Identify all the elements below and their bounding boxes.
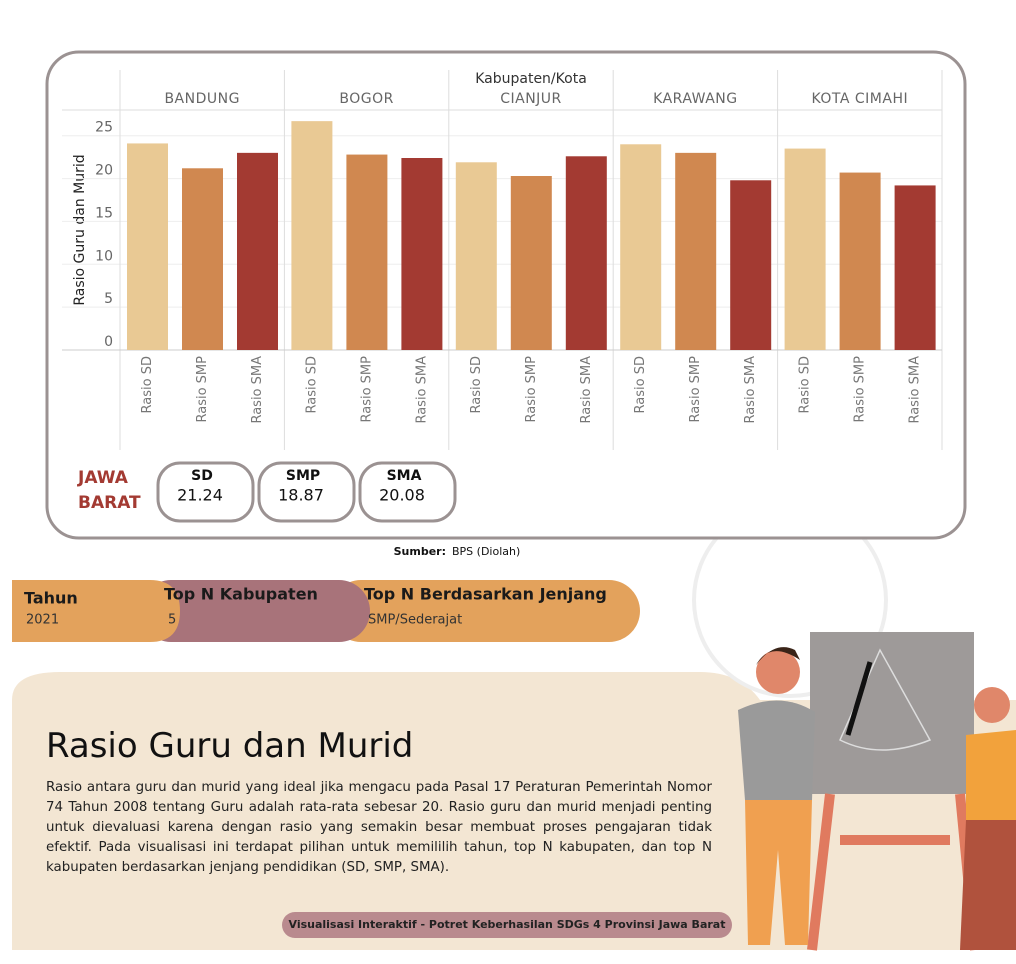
footer-button[interactable] (282, 912, 732, 938)
bar (237, 152, 278, 350)
summary-value: 21.24 (177, 486, 223, 505)
bar (565, 156, 607, 350)
summary-card (257, 461, 356, 523)
filter-value: 5 (168, 613, 176, 628)
bar (839, 172, 881, 350)
group-label: KARAWANG (653, 91, 737, 107)
filter-pill[interactable] (330, 580, 640, 642)
group-label: KOTA CIMAHI (811, 91, 908, 107)
source-label: Sumber: (394, 545, 446, 558)
bar (894, 185, 936, 350)
summary-label: SMA (387, 468, 422, 484)
bar (182, 168, 223, 350)
summary-label: SMP (286, 468, 320, 484)
filter-label: Tahun (24, 589, 78, 608)
summary-label: SD (191, 468, 213, 484)
x-tick-label: Rasio SMA (414, 356, 429, 424)
bar (291, 121, 333, 351)
teacher-head (756, 650, 800, 694)
bar (730, 180, 772, 350)
region-label: BARAT (78, 493, 141, 513)
filter-value: SMP/Sederajat (368, 613, 462, 628)
y-tick-label: 25 (95, 120, 113, 136)
group-label: CIANJUR (500, 91, 562, 107)
x-tick-label: Rasio SMA (579, 356, 594, 424)
heading: Rasio Guru dan Murid (46, 726, 414, 766)
x-tick-label: Rasio SD (469, 356, 484, 413)
footer-text: Visualisasi Interaktif - Potret Keberhas… (289, 918, 726, 931)
pointer (845, 661, 873, 736)
filter-label: Top N Kabupaten (164, 585, 318, 604)
filter-pill[interactable] (140, 580, 370, 642)
bar (346, 154, 388, 350)
board-drawing (839, 648, 932, 751)
x-tick-label: Rasio SD (304, 356, 319, 413)
x-tick-label: Rasio SMP (524, 356, 539, 423)
bar (510, 176, 552, 350)
x-tick-label: Rasio SMP (853, 356, 868, 423)
description: Rasio antara guru dan murid yang ideal j… (46, 780, 712, 875)
y-tick-label: 20 (95, 163, 113, 179)
y-tick-label: 15 (95, 205, 113, 221)
group-label: BANDUNG (164, 91, 240, 107)
summary-value: 20.08 (379, 486, 425, 505)
x-tick-label: Rasio SD (633, 356, 648, 413)
y-tick-label: 0 (104, 334, 113, 350)
bar (455, 162, 497, 350)
x-tick-label: Rasio SD (140, 356, 155, 413)
y-tick-label: 10 (95, 248, 113, 264)
student-shirt (966, 730, 1016, 820)
x-tick-label: Rasio SMP (688, 356, 703, 423)
teacher-shirt (738, 700, 815, 800)
teacher-hair (756, 647, 800, 665)
summary-card (156, 461, 255, 523)
filter-value: 2021 (26, 613, 59, 628)
bar (127, 143, 168, 350)
y-tick-label: 5 (104, 291, 113, 307)
source-text: BPS (Diolah) (452, 545, 520, 558)
x-tick-label: Rasio SMP (195, 356, 210, 423)
summary-card (358, 461, 457, 523)
x-tick-label: Rasio SMA (908, 356, 923, 424)
student-skirt (960, 820, 1016, 950)
bar (675, 152, 717, 350)
region-label: JAWA (77, 468, 129, 488)
summary-value: 18.87 (278, 486, 324, 505)
bar (401, 158, 443, 350)
student-head (974, 687, 1010, 723)
teacher-pants (745, 800, 812, 945)
x-tick-label: Rasio SMP (359, 356, 374, 423)
x-tick-label: Rasio SMA (743, 356, 758, 424)
x-tick-label: Rasio SD (798, 356, 813, 413)
bar (784, 148, 826, 350)
bar (620, 144, 662, 350)
group-label: BOGOR (339, 91, 393, 107)
filter-pill[interactable] (12, 580, 180, 642)
board (810, 632, 974, 794)
x-tick-label: Rasio SMA (250, 356, 265, 424)
y-axis-title: Rasio Guru dan Murid (72, 154, 88, 305)
chart-title: Kabupaten/Kota (475, 71, 587, 87)
filter-label: Top N Berdasarkan Jenjang (364, 585, 607, 604)
